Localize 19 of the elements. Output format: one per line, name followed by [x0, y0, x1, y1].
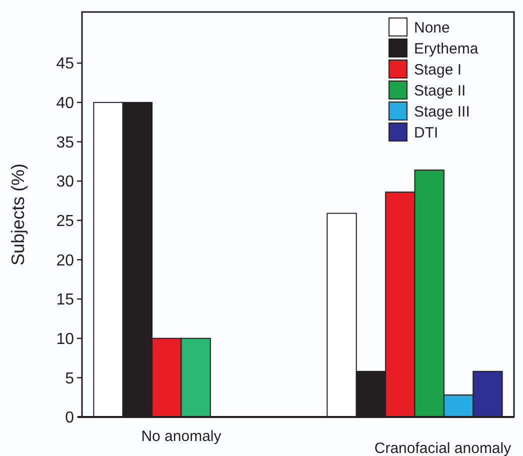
legend-label: Erythema: [414, 40, 479, 58]
y-tick-label: 20: [56, 252, 74, 270]
legend-label: DTI: [414, 124, 438, 142]
legend-label: None: [414, 19, 450, 36]
y-tick-label: 5: [65, 370, 74, 388]
y-tick-label: 40: [56, 95, 74, 112]
legend-label: Stage II: [414, 82, 466, 100]
y-tick-label: 10: [56, 330, 74, 348]
y-tick-label: 35: [56, 134, 74, 152]
x-tick-label: Cranofacial anomaly: [374, 440, 512, 456]
y-tick-label: 0: [65, 410, 74, 427]
legend-label: Stage I: [414, 61, 462, 78]
y-tick-label: 30: [56, 174, 74, 191]
y-axis-title: Subjects (%): [8, 163, 28, 266]
x-tick-label: No anomaly: [141, 428, 222, 445]
y-tick-label: 25: [56, 213, 74, 230]
y-tick-label: 45: [56, 56, 74, 73]
legend-label: Stage III: [414, 103, 470, 120]
y-tick-label: 15: [56, 292, 74, 309]
